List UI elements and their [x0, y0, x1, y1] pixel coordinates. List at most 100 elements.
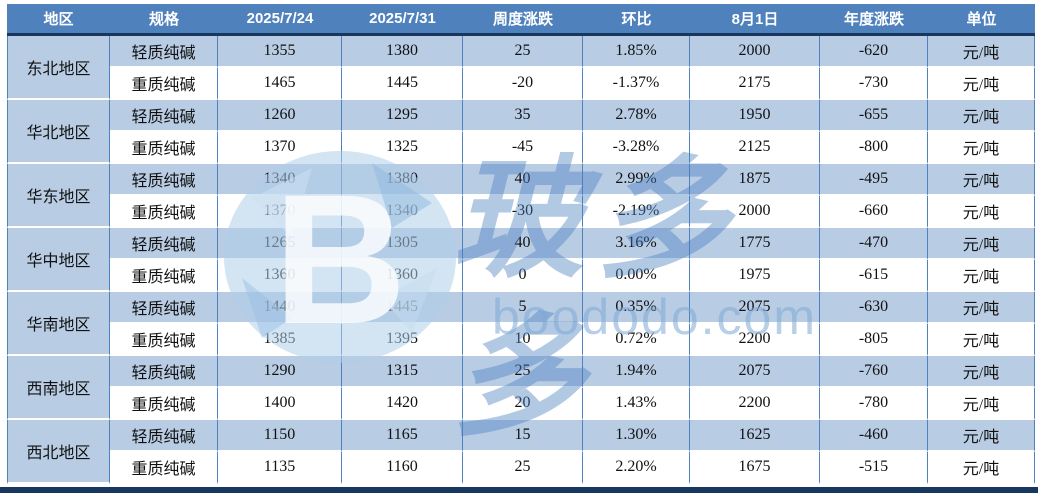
table-row: 重质纯碱 1135 1160 25 2.20% 1675 -515 元/吨 — [7, 452, 1035, 484]
pct-change-cell: 1.85% — [583, 36, 690, 68]
annual-change-cell: -800 — [820, 132, 928, 164]
price-curr-cell: 1360 — [342, 260, 463, 292]
col-header-unit: 单位 — [928, 4, 1035, 36]
spec-cell: 重质纯碱 — [110, 260, 218, 292]
pct-change-cell: 0.72% — [583, 324, 690, 356]
annual-change-cell: -655 — [820, 100, 928, 132]
weekly-change-cell: 5 — [463, 292, 583, 324]
price-curr-cell: 1315 — [342, 356, 463, 388]
annual-change-cell: -780 — [820, 388, 928, 420]
pct-change-cell: 2.78% — [583, 100, 690, 132]
spec-cell: 轻质纯碱 — [110, 164, 218, 196]
price-curr-cell: 1165 — [342, 420, 463, 452]
spec-cell: 重质纯碱 — [110, 324, 218, 356]
pct-change-cell: -1.37% — [583, 68, 690, 100]
weekly-change-cell: 25 — [463, 452, 583, 484]
weekly-change-cell: -45 — [463, 132, 583, 164]
annual-change-cell: -760 — [820, 356, 928, 388]
price-prev-cell: 1385 — [218, 324, 342, 356]
col-header-date-curr: 2025/7/31 — [342, 4, 463, 36]
pct-change-cell: 2.20% — [583, 452, 690, 484]
table-row: 西南地区 轻质纯碱 1290 1315 25 1.94% 2075 -760 元… — [7, 356, 1035, 420]
aug1-price-cell: 2075 — [690, 356, 820, 388]
price-prev-cell: 1440 — [218, 292, 342, 324]
table-row: 东北地区 轻质纯碱 1355 1380 25 1.85% 2000 -620 元… — [7, 36, 1035, 100]
pct-change-cell: 3.16% — [583, 228, 690, 260]
price-curr-cell: 1380 — [342, 164, 463, 196]
aug1-price-cell: 1875 — [690, 164, 820, 196]
unit-cell: 元/吨 — [928, 196, 1035, 228]
table-row: 西北地区 轻质纯碱 1150 1165 15 1.30% 1625 -460 元… — [7, 420, 1035, 484]
aug1-price-cell: 1950 — [690, 100, 820, 132]
unit-cell: 元/吨 — [928, 452, 1035, 484]
aug1-price-cell: 1775 — [690, 228, 820, 260]
annual-change-cell: -620 — [820, 36, 928, 68]
table-row: 华北地区 轻质纯碱 1260 1295 35 2.78% 1950 -655 元… — [7, 100, 1035, 164]
aug1-price-cell: 1675 — [690, 452, 820, 484]
annual-change-cell: -470 — [820, 228, 928, 260]
table-row: 重质纯碱 1465 1445 -20 -1.37% 2175 -730 元/吨 — [7, 68, 1035, 100]
table-row: 重质纯碱 1360 1360 0 0.00% 1975 -615 元/吨 — [7, 260, 1035, 292]
pct-change-cell: 0.00% — [583, 260, 690, 292]
table-row: 重质纯碱 1400 1420 20 1.43% 2200 -780 元/吨 — [7, 388, 1035, 420]
unit-cell: 元/吨 — [928, 324, 1035, 356]
region-cell: 西北地区 — [7, 420, 110, 484]
price-curr-cell: 1340 — [342, 196, 463, 228]
price-prev-cell: 1260 — [218, 100, 342, 132]
aug1-price-cell: 2000 — [690, 36, 820, 68]
unit-cell: 元/吨 — [928, 388, 1035, 420]
region-cell: 华南地区 — [7, 292, 110, 356]
weekly-change-cell: 15 — [463, 420, 583, 452]
pct-change-cell: 2.99% — [583, 164, 690, 196]
price-curr-cell: 1445 — [342, 68, 463, 100]
pct-change-cell: -2.19% — [583, 196, 690, 228]
table-row: 重质纯碱 1370 1325 -45 -3.28% 2125 -800 元/吨 — [7, 132, 1035, 164]
table-row: 重质纯碱 1385 1395 10 0.72% 2200 -805 元/吨 — [7, 324, 1035, 356]
aug1-price-cell: 2200 — [690, 388, 820, 420]
unit-cell: 元/吨 — [928, 260, 1035, 292]
region-cell: 华中地区 — [7, 228, 110, 292]
table-row: 华南地区 轻质纯碱 1440 1445 5 0.35% 2075 -630 元/… — [7, 292, 1035, 356]
unit-cell: 元/吨 — [928, 164, 1035, 196]
pct-change-cell: 1.94% — [583, 356, 690, 388]
annual-change-cell: -805 — [820, 324, 928, 356]
price-prev-cell: 1360 — [218, 260, 342, 292]
price-prev-cell: 1150 — [218, 420, 342, 452]
aug1-price-cell: 2200 — [690, 324, 820, 356]
region-cell: 东北地区 — [7, 36, 110, 100]
unit-cell: 元/吨 — [928, 36, 1035, 68]
spec-cell: 重质纯碱 — [110, 68, 218, 100]
price-curr-cell: 1295 — [342, 100, 463, 132]
table-row: 华中地区 轻质纯碱 1265 1305 40 3.16% 1775 -470 元… — [7, 228, 1035, 292]
weekly-change-cell: -20 — [463, 68, 583, 100]
price-curr-cell: 1325 — [342, 132, 463, 164]
annual-change-cell: -515 — [820, 452, 928, 484]
pct-change-cell: 1.30% — [583, 420, 690, 452]
table-bottom-rule — [0, 487, 1038, 493]
annual-change-cell: -460 — [820, 420, 928, 452]
weekly-change-cell: 25 — [463, 356, 583, 388]
spec-cell: 重质纯碱 — [110, 132, 218, 164]
annual-change-cell: -615 — [820, 260, 928, 292]
col-header-aug1: 8月1日 — [690, 4, 820, 36]
price-curr-cell: 1380 — [342, 36, 463, 68]
unit-cell: 元/吨 — [928, 68, 1035, 100]
annual-change-cell: -630 — [820, 292, 928, 324]
spec-cell: 轻质纯碱 — [110, 36, 218, 68]
price-prev-cell: 1135 — [218, 452, 342, 484]
col-header-annual-change: 年度涨跌 — [820, 4, 928, 36]
spec-cell: 轻质纯碱 — [110, 420, 218, 452]
weekly-change-cell: 20 — [463, 388, 583, 420]
aug1-price-cell: 2175 — [690, 68, 820, 100]
aug1-price-cell: 1625 — [690, 420, 820, 452]
price-prev-cell: 1290 — [218, 356, 342, 388]
price-prev-cell: 1355 — [218, 36, 342, 68]
table-row: 重质纯碱 1370 1340 -30 -2.19% 2000 -660 元/吨 — [7, 196, 1035, 228]
annual-change-cell: -660 — [820, 196, 928, 228]
price-prev-cell: 1265 — [218, 228, 342, 260]
spec-cell: 重质纯碱 — [110, 388, 218, 420]
spec-cell: 轻质纯碱 — [110, 228, 218, 260]
weekly-change-cell: -30 — [463, 196, 583, 228]
unit-cell: 元/吨 — [928, 132, 1035, 164]
price-curr-cell: 1395 — [342, 324, 463, 356]
